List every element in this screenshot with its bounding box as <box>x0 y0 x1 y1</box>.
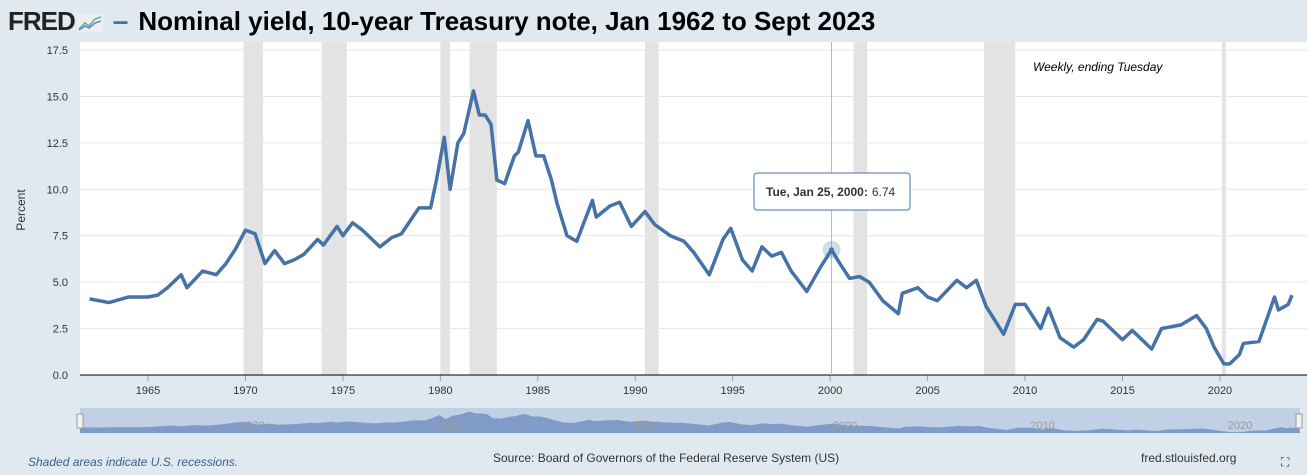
navigator[interactable]: 1970 1980 1990 2000 2010 2020 <box>76 408 1303 433</box>
y-tick-label: 5.0 <box>53 277 68 289</box>
hover-point[interactable] <box>829 247 835 253</box>
source-text: Source: Board of Governors of the Federa… <box>493 451 840 465</box>
x-tick-label: 1965 <box>136 385 160 397</box>
navigator-handle-right[interactable] <box>1295 413 1303 429</box>
tooltip-date: Tue, Jan 25, 2000: <box>766 185 868 199</box>
navigator-tick-label: 2010 <box>1030 420 1054 432</box>
y-tick-label: 0.0 <box>53 370 68 382</box>
x-tick-label: 1995 <box>720 385 744 397</box>
navigator-tick-label: 2000 <box>833 420 857 432</box>
y-tick-label: 2.5 <box>53 324 68 336</box>
fred-chart-icon <box>76 14 103 32</box>
x-tick-label: 1985 <box>526 385 550 397</box>
series-legend-dash: – <box>112 5 129 36</box>
chart-title: Nominal yield, 10-year Treasury note, Ja… <box>138 5 876 36</box>
navigator-handle-left[interactable] <box>76 413 84 429</box>
recession-note: Shaded areas indicate U.S. recessions. <box>28 455 239 469</box>
recession-band <box>321 42 347 375</box>
navigator-tick-label: 1970 <box>240 420 264 432</box>
x-tick-label: 2020 <box>1208 385 1232 397</box>
series-line[interactable] <box>89 89 1294 366</box>
fred-logo[interactable]: FRED <box>8 5 76 36</box>
y-tick-label: 7.5 <box>53 231 68 243</box>
tooltip: Tue, Jan 25, 2000: 6.74 <box>753 172 911 211</box>
x-tick-label: 2000 <box>818 385 842 397</box>
y-tick-label: 15.0 <box>47 91 68 103</box>
header: FRED – Nominal yield, 10-year Treasury n… <box>8 4 875 38</box>
fred-url-link[interactable]: fred.stlouisfed.org <box>1141 451 1237 465</box>
frequency-annotation: Weekly, ending Tuesday <box>1033 60 1163 74</box>
recession-band <box>243 42 263 375</box>
x-tick-label: 2010 <box>1013 385 1037 397</box>
recession-band <box>1221 42 1226 375</box>
svg-text:Tue, Jan 25, 2000:6.74: Tue, Jan 25, 2000: 6.74 <box>766 185 896 199</box>
tooltip-value: 6.74 <box>872 185 896 199</box>
x-tick-label: 1980 <box>428 385 452 397</box>
x-tick-label: 1975 <box>331 385 355 397</box>
recession-band <box>440 42 451 375</box>
recession-band <box>644 42 659 375</box>
fullscreen-icon[interactable]: ⛶ <box>1281 455 1290 469</box>
navigator-tick-label: 2020 <box>1228 420 1252 432</box>
navigator-area <box>80 411 1300 433</box>
y-axis-label: Percent <box>14 189 28 231</box>
x-tick-label: 1990 <box>623 385 647 397</box>
navigator-tick-label: 1990 <box>635 420 659 432</box>
navigator-tick-label: 1980 <box>438 420 462 432</box>
x-tick-label: 2015 <box>1110 385 1134 397</box>
x-tick-label: 2005 <box>915 385 939 397</box>
y-tick-label: 12.5 <box>47 138 68 150</box>
x-tick-label: 1970 <box>233 385 257 397</box>
y-tick-label: 10.0 <box>47 184 68 196</box>
plot-area <box>80 42 1307 375</box>
y-tick-label: 17.5 <box>47 45 68 57</box>
